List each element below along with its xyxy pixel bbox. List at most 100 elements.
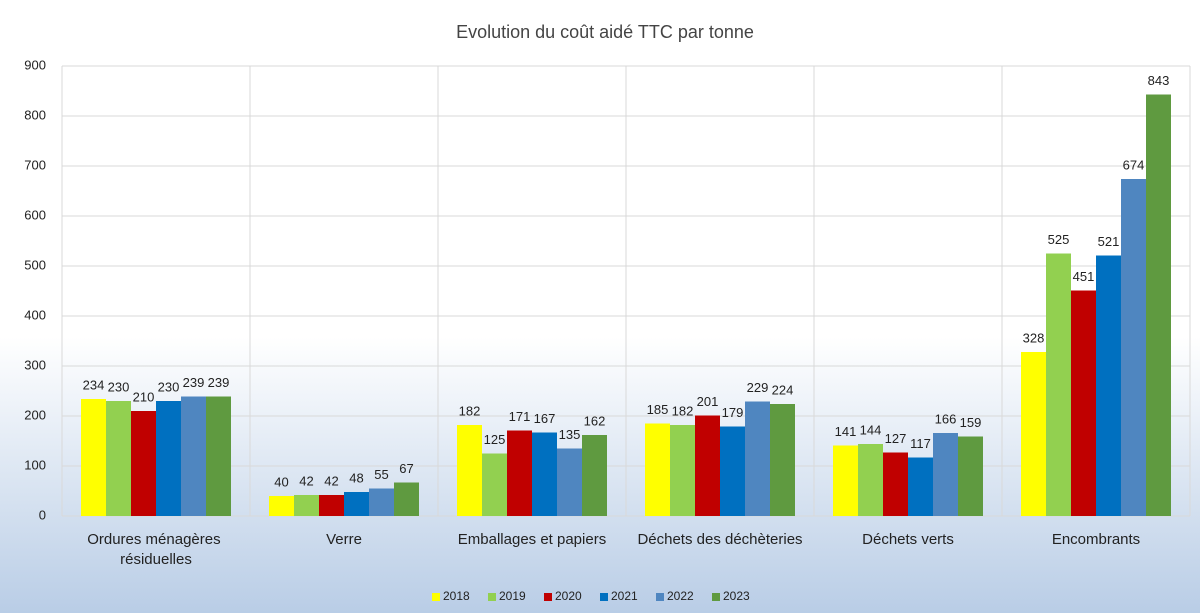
x-tick-label: Ordures ménagères résiduelles <box>87 531 225 568</box>
y-tick-label: 900 <box>24 57 46 72</box>
value-label: 201 <box>697 394 719 409</box>
value-label: 224 <box>772 382 794 397</box>
y-tick-label: 800 <box>24 107 46 122</box>
value-label: 230 <box>108 379 130 394</box>
y-tick-label: 0 <box>39 507 46 522</box>
bar <box>582 435 607 516</box>
legend-label: 2023 <box>723 589 750 603</box>
y-tick-label: 600 <box>24 207 46 222</box>
value-label: 144 <box>860 422 882 437</box>
bar <box>482 453 507 516</box>
bar <box>394 482 419 516</box>
value-label: 230 <box>158 379 180 394</box>
bar <box>883 452 908 516</box>
legend-swatch <box>432 593 440 601</box>
value-label: 182 <box>459 403 481 418</box>
y-tick-label: 100 <box>24 457 46 472</box>
bar <box>770 404 795 516</box>
bar <box>131 411 156 516</box>
value-label: 162 <box>584 413 606 428</box>
bar <box>81 399 106 516</box>
legend-label: 2022 <box>667 589 694 603</box>
bar <box>745 401 770 516</box>
bar <box>532 432 557 516</box>
value-label: 674 <box>1123 157 1145 172</box>
bar <box>1071 290 1096 516</box>
value-label: 159 <box>960 415 982 430</box>
bar <box>206 396 231 516</box>
bar <box>1096 255 1121 516</box>
bar <box>833 445 858 516</box>
y-tick-label: 400 <box>24 307 46 322</box>
value-label: 117 <box>910 436 931 451</box>
bar <box>507 430 532 516</box>
x-tick-label: Déchets verts <box>862 531 954 548</box>
value-label: 125 <box>484 432 506 447</box>
y-tick-label: 700 <box>24 157 46 172</box>
bar <box>181 396 206 516</box>
bar <box>858 444 883 516</box>
bar <box>1146 94 1171 516</box>
x-tick-label: Emballages et papiers <box>458 531 606 548</box>
bar <box>319 495 344 516</box>
value-label: 451 <box>1073 269 1095 284</box>
y-tick-label: 200 <box>24 407 46 422</box>
legend-swatch <box>544 593 552 601</box>
bar <box>294 495 319 516</box>
bar <box>557 448 582 516</box>
value-label: 239 <box>208 375 230 390</box>
value-label: 55 <box>374 467 388 482</box>
bar <box>720 426 745 516</box>
value-label: 234 <box>83 377 105 392</box>
bar <box>457 425 482 516</box>
value-label: 843 <box>1148 73 1170 88</box>
value-label: 67 <box>399 461 413 476</box>
value-label: 239 <box>183 375 205 390</box>
legend-label: 2019 <box>499 589 526 603</box>
bar <box>156 401 181 516</box>
value-label: 167 <box>534 411 556 426</box>
bar <box>695 415 720 516</box>
value-label: 42 <box>299 473 313 488</box>
value-label: 171 <box>509 409 531 424</box>
chart-title: Evolution du coût aidé TTC par tonne <box>456 22 754 42</box>
bar <box>933 433 958 516</box>
legend-swatch <box>488 593 496 601</box>
bar <box>344 492 369 516</box>
bar <box>269 496 294 516</box>
value-label: 42 <box>324 473 338 488</box>
value-label: 185 <box>647 402 669 417</box>
value-label: 525 <box>1048 232 1070 247</box>
value-label: 127 <box>885 431 907 446</box>
bar <box>106 401 131 516</box>
value-label: 48 <box>349 470 363 485</box>
bar <box>670 425 695 516</box>
value-label: 179 <box>722 405 744 420</box>
x-tick-label: Verre <box>326 531 362 548</box>
value-label: 210 <box>133 389 155 404</box>
value-label: 229 <box>747 380 769 395</box>
bar <box>645 423 670 516</box>
x-tick-label: Déchets des déchèteries <box>637 531 802 548</box>
legend-label: 2018 <box>443 589 470 603</box>
bar <box>1121 179 1146 516</box>
y-tick-label: 500 <box>24 257 46 272</box>
legend-label: 2020 <box>555 589 582 603</box>
x-tick-label-line: Ordures ménagères <box>87 531 225 548</box>
value-label: 328 <box>1023 330 1045 345</box>
legend-label: 2021 <box>611 589 638 603</box>
value-label: 141 <box>835 424 857 439</box>
y-tick-label: 300 <box>24 357 46 372</box>
value-label: 166 <box>935 411 957 426</box>
legend-swatch <box>656 593 664 601</box>
x-tick-label: Encombrants <box>1052 531 1140 548</box>
bar <box>369 488 394 516</box>
bar <box>908 457 933 516</box>
value-label: 182 <box>672 403 694 418</box>
value-label: 40 <box>274 474 288 489</box>
legend-swatch <box>600 593 608 601</box>
bar <box>1021 352 1046 516</box>
bar <box>958 436 983 516</box>
